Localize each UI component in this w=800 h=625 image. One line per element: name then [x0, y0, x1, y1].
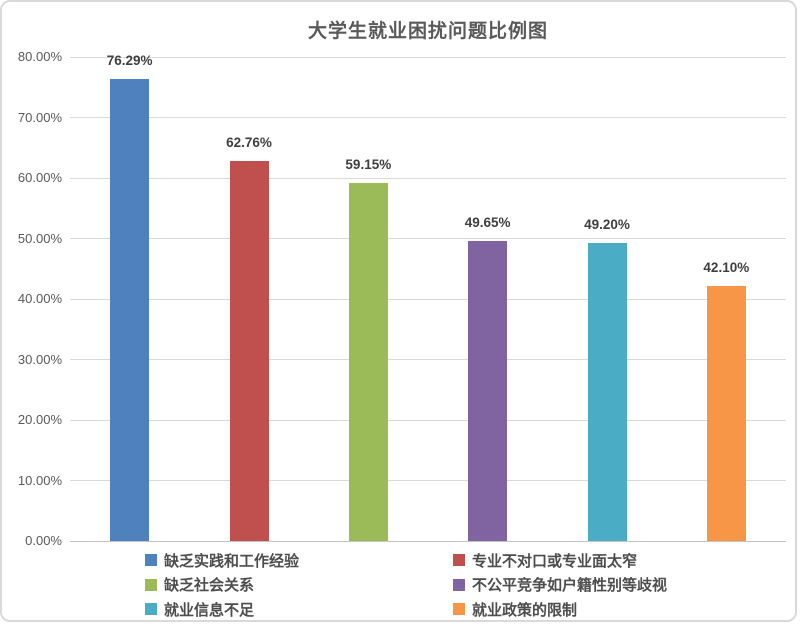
legend-swatch: [145, 554, 157, 567]
legend-item-4: 不公平竞争如户籍性别等歧视: [453, 574, 667, 595]
legend-item-5: 就业信息不足: [145, 599, 453, 620]
legend-item-3: 缺乏社会关系: [145, 574, 453, 595]
gridline-70: [70, 117, 786, 118]
legend-swatch: [453, 554, 465, 567]
y-axis-tick-label: 30.00%: [17, 351, 62, 367]
bar-3: [348, 183, 388, 541]
gridline-40: [70, 298, 786, 300]
bar-6: [706, 286, 746, 541]
legend-item-2: 专业不对口或专业面太窄: [453, 550, 667, 571]
legend-item-6: 就业政策的限制: [453, 599, 667, 620]
chart-title: 大学生就业困扰问题比例图: [307, 21, 548, 42]
y-axis-tick-label: 50.00%: [17, 230, 62, 246]
legend: 缺乏实践和工作经验 专业不对口或专业面太窄 缺乏社会关系 不公平竞争如户籍性别等歧视就…: [145, 548, 667, 620]
gridline-20: [70, 419, 786, 421]
legend-item-label: 专业不对口或专业面太窄: [472, 552, 638, 570]
legend-item-label: 就业信息不足: [164, 601, 255, 619]
bar-4: [468, 240, 508, 541]
y-axis-tick-label: 40.00%: [17, 291, 62, 306]
bar-value-label: 49.65%: [464, 214, 511, 230]
y-axis-tick-label: 0.00%: [25, 533, 62, 548]
bar-1: [110, 79, 150, 541]
gridline-10: [70, 480, 786, 481]
gridline-0: [70, 540, 786, 542]
bar-5: [587, 243, 627, 541]
legend-item-label: 缺乏实践和工作经验: [164, 552, 300, 570]
legend-item-1: 缺乏实践和工作经验: [145, 550, 453, 571]
bar-value-label: 42.10%: [703, 260, 750, 276]
y-axis-tick-label: 80.00%: [17, 49, 62, 64]
bar-2: [229, 161, 269, 541]
legend-item-label: 缺乏社会关系: [164, 577, 255, 595]
legend-swatch: [453, 603, 465, 616]
gridline-80: [70, 56, 786, 58]
bar-value-label: 62.76%: [226, 135, 272, 151]
y-axis-tick-label: 20.00%: [17, 412, 62, 427]
y-axis-tick-label: 10.00%: [17, 472, 62, 488]
y-axis-tick-label: 70.00%: [17, 109, 62, 125]
plot-area: 0.00% 10.00% 20.00% 30.00% 40.00% 50.00% 60.00…: [2, 2, 795, 548]
legend-item-label: 就业政策的限制: [472, 601, 578, 619]
gridline-60: [70, 177, 786, 179]
gridline-30: [70, 359, 786, 360]
legend-item-label: 不公平竞争如户籍性别等歧视: [472, 577, 668, 595]
legend-swatch: [145, 603, 157, 616]
legend-swatch: [453, 578, 465, 591]
gridline-50: [70, 238, 786, 239]
y-axis-tick-label: 60.00%: [17, 170, 62, 185]
bar-value-label: 76.29%: [106, 53, 153, 69]
legend-swatch: [145, 578, 157, 591]
bar-value-label: 49.20%: [584, 217, 630, 233]
bar-value-label: 59.15%: [345, 157, 392, 173]
